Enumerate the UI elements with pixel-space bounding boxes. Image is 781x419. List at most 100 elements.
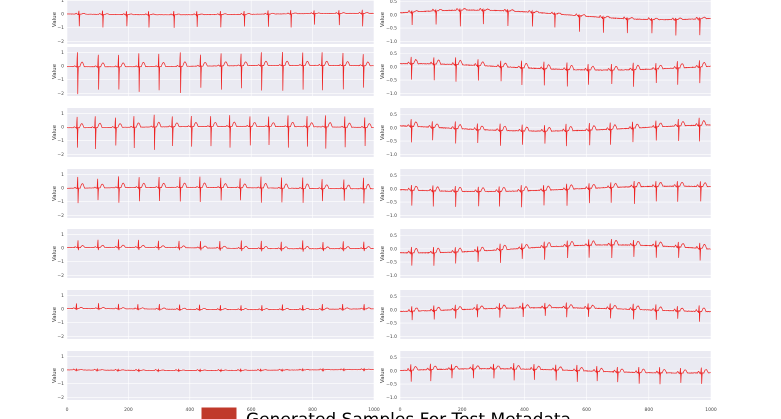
y-axis-label: Value: [380, 11, 386, 27]
panel-right-2: 0.5 0.0 −0.5 −1.0 Value: [380, 47, 712, 97]
y-tick-label: 0.5: [390, 0, 397, 5]
y-tick-label: −1.0: [386, 152, 397, 158]
x-tick-label: 400: [520, 407, 529, 413]
y-axis-label: Value: [380, 185, 386, 201]
ecg-series-line: [66, 303, 374, 312]
ecg-series-line: [399, 302, 711, 322]
y-tick-label: −1.0: [386, 395, 397, 401]
x-tick-label: 800: [308, 407, 317, 413]
y-tick-label: −2: [57, 395, 64, 401]
y-tick-label: −1.0: [386, 39, 397, 45]
y-tick-label: −1.0: [386, 273, 397, 279]
y-tick-label: 1: [61, 293, 64, 299]
plot-area: [400, 229, 711, 278]
panel-right-5: 0.5 0.0 −0.5 −1.0 Value: [380, 229, 712, 279]
y-tick-label: 0.0: [390, 12, 397, 18]
y-tick-label: 0: [61, 246, 64, 252]
y-axis-label: Value: [380, 367, 386, 383]
y-tick-label: −1: [57, 138, 64, 144]
plot-area: [67, 351, 374, 400]
y-tick-label: 1: [61, 354, 64, 360]
legend-swatch: [201, 407, 237, 419]
y-tick-label: 0.5: [390, 51, 397, 57]
y-tick-label: −1.0: [386, 91, 397, 97]
y-tick-label: −0.5: [386, 139, 397, 145]
ecg-series-line: [66, 9, 374, 28]
ecg-series-line: [66, 367, 374, 373]
y-tick-label: −2: [57, 334, 64, 340]
panel-left-6: 1 0 −1 −2 Value: [52, 290, 375, 340]
ecg-series-line: [66, 114, 374, 150]
y-tick-label: −0.5: [386, 321, 397, 327]
plot-area: [67, 169, 374, 218]
y-axis-label: Value: [52, 245, 58, 261]
y-tick-label: 0.5: [390, 355, 397, 361]
panel-left-4: 1 0 −1 −2 Value: [52, 169, 375, 219]
y-axis-label: Value: [52, 11, 58, 27]
y-tick-label: −2: [57, 273, 64, 279]
y-tick-label: 1: [61, 0, 64, 4]
plot-area: [67, 108, 374, 157]
y-tick-label: −1: [57, 381, 64, 387]
y-axis-label: Value: [380, 245, 386, 261]
panel-right-3: 0.5 0.0 −0.5 −1.0 Value: [380, 108, 712, 158]
y-tick-label: 0.0: [390, 64, 397, 70]
y-tick-label: −1: [57, 199, 64, 205]
y-axis-label: Value: [380, 124, 386, 140]
y-tick-label: 0.0: [390, 246, 397, 252]
panel-left-7: 1 0 −1 −2 Value: [52, 351, 375, 401]
plot-area: [400, 0, 711, 44]
y-tick-label: −2: [57, 39, 64, 45]
y-tick-label: −2: [57, 91, 64, 97]
y-axis-label: Value: [380, 306, 386, 322]
ecg-series-line: [66, 176, 374, 204]
x-tick-label: 600: [582, 407, 591, 413]
plot-area: [400, 169, 711, 218]
y-tick-label: 1: [61, 232, 64, 238]
legend-label: Generated Samples For Test Metadata: [246, 410, 571, 419]
x-tick-label: 1000: [705, 407, 717, 413]
panel-right-4: 0.5 0.0 −0.5 −1.0 Value: [380, 169, 712, 219]
y-tick-label: 0.0: [390, 307, 397, 313]
plot-area: [67, 229, 374, 278]
y-axis-label: Value: [52, 185, 58, 201]
panel-right-1: 0.5 0.0 −0.5 −1.0 Value: [380, 0, 712, 45]
y-tick-label: −1: [57, 77, 64, 83]
y-tick-label: 0.5: [390, 294, 397, 300]
plot-area: [400, 351, 711, 400]
panels-group: 1 0 −1 −2 Value 1 0 −1 −2 Value 1 0 −1 −2 Value 1 0 −1 −2 V…: [52, 0, 717, 413]
plot-area: [400, 47, 711, 96]
y-tick-label: −0.5: [386, 26, 397, 32]
y-tick-label: 0: [61, 186, 64, 192]
plot-area: [67, 290, 374, 339]
legend: Generated Samples For Test Metadata: [201, 407, 571, 419]
panel-left-3: 1 0 −1 −2 Value: [52, 108, 375, 158]
y-axis-label: Value: [52, 63, 58, 79]
plot-area: [67, 47, 374, 96]
y-tick-label: 0.5: [390, 173, 397, 179]
y-axis-label: Value: [52, 367, 58, 383]
y-tick-label: 0.5: [390, 112, 397, 118]
y-tick-label: 0.5: [390, 233, 397, 239]
ecg-series-line: [66, 239, 374, 252]
x-tick-label: 800: [645, 407, 654, 413]
y-tick-label: −1: [57, 25, 64, 31]
y-tick-label: 0: [61, 125, 64, 131]
y-tick-label: −2: [57, 213, 64, 219]
panel-left-2: 1 0 −1 −2 Value: [52, 47, 375, 97]
panel-left-1: 1 0 −1 −2 Value: [52, 0, 375, 45]
ecg-series-line: [399, 117, 711, 147]
y-tick-label: −1.0: [386, 334, 397, 340]
y-tick-label: −0.5: [386, 260, 397, 266]
y-tick-label: 1: [61, 50, 64, 56]
plot-area: [400, 108, 711, 157]
x-tick-label: 600: [247, 407, 256, 413]
x-tick-label: 200: [124, 407, 133, 413]
y-axis-label: Value: [380, 63, 386, 79]
y-tick-label: 0: [61, 64, 64, 70]
y-tick-label: −1: [57, 320, 64, 326]
x-tick-label: 0: [399, 407, 402, 413]
y-tick-label: −1.0: [386, 213, 397, 219]
panel-right-6: 0.5 0.0 −0.5 −1.0 Value: [380, 290, 712, 340]
